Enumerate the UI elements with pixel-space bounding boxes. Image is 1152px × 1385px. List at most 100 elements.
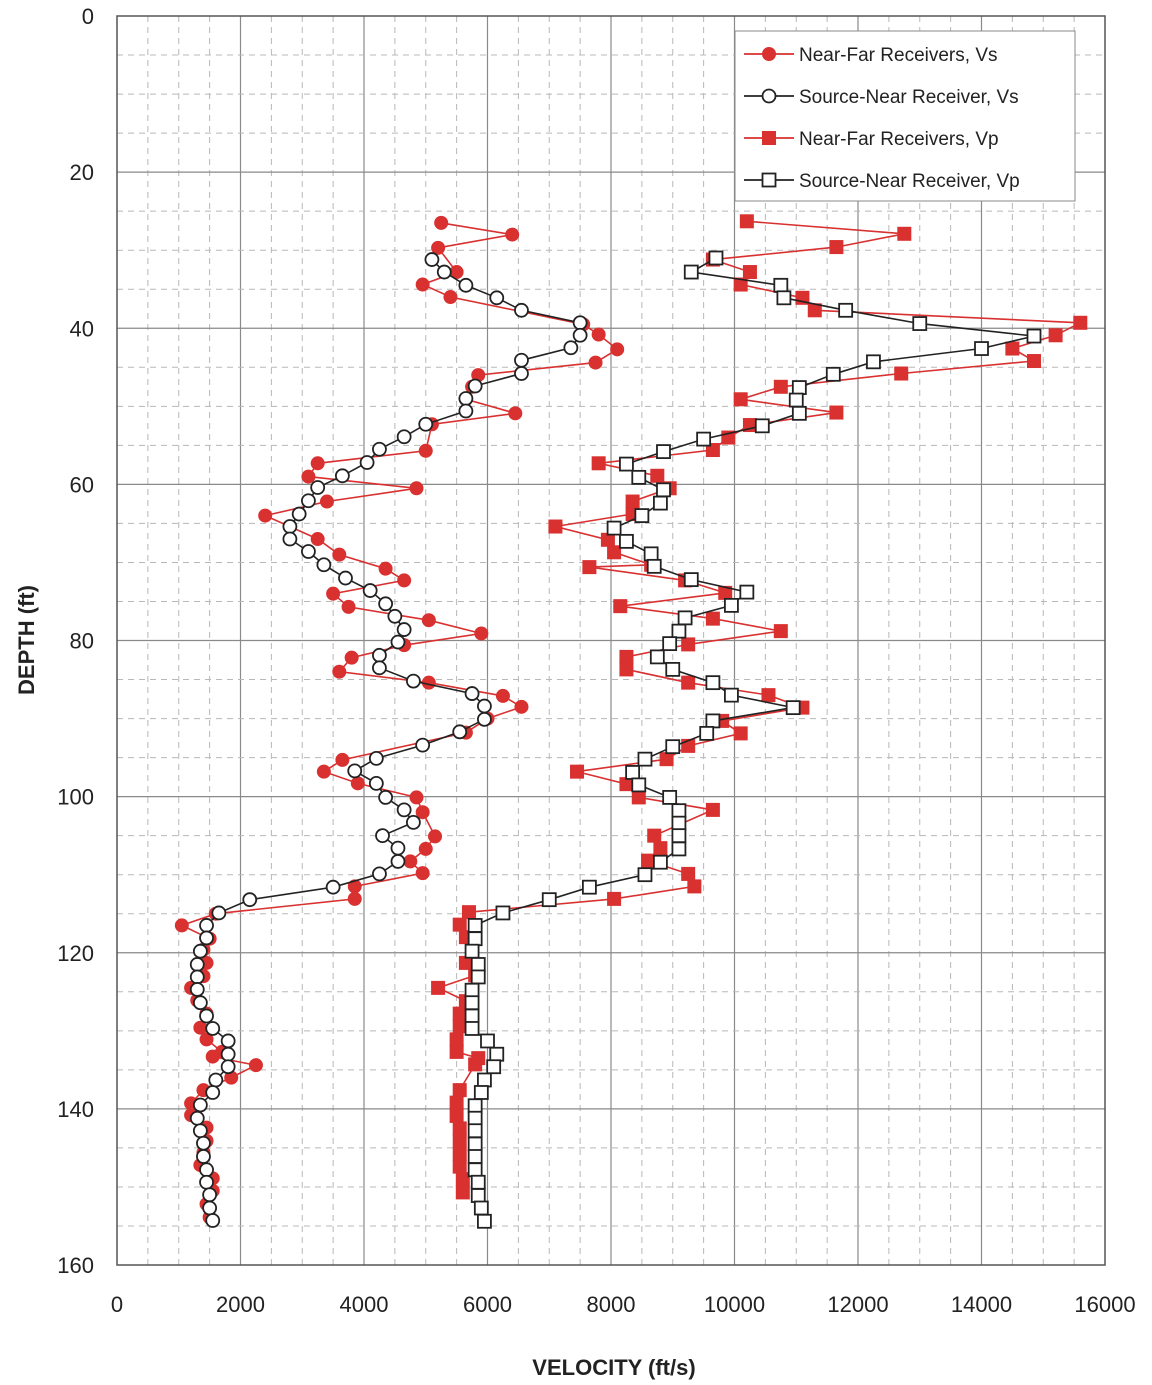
data-point: [189, 969, 205, 985]
data-point: [220, 1033, 236, 1049]
data-point: [470, 1188, 486, 1203]
data-point: [211, 905, 227, 921]
data-point: [467, 1162, 483, 1178]
data-point: [415, 805, 430, 820]
data-point: [650, 468, 665, 483]
data-point: [572, 315, 588, 331]
y-tick-label: 20: [70, 160, 94, 185]
x-tick-labels: 0 2000 4000 6000 8000 10000 12000 14000 16000: [111, 1292, 1136, 1317]
data-point: [1048, 328, 1063, 343]
data-point: [1073, 315, 1088, 330]
data-point: [653, 854, 668, 870]
data-point: [452, 1133, 467, 1148]
x-tick-label: 0: [111, 1292, 123, 1317]
data-point: [582, 560, 597, 575]
data-point: [647, 828, 662, 843]
y-axis-label: DEPTH (ft): [14, 585, 39, 695]
data-point: [631, 777, 647, 793]
data-point: [347, 763, 363, 779]
data-point: [733, 726, 748, 741]
series-2: [189, 252, 588, 1228]
data-point: [477, 1072, 492, 1088]
data-point: [378, 790, 394, 805]
data-point: [452, 1147, 467, 1162]
data-point: [205, 1049, 220, 1064]
data-point: [390, 840, 406, 856]
data-point: [662, 790, 678, 805]
data-point: [196, 1135, 211, 1151]
data-point: [733, 392, 748, 407]
data-point: [199, 918, 214, 933]
data-point: [199, 1174, 214, 1190]
legend-marker: [762, 47, 776, 61]
data-point: [332, 664, 347, 679]
data-point: [467, 1149, 483, 1164]
data-point: [791, 405, 807, 421]
legend-marker: [761, 88, 777, 104]
data-point: [428, 829, 443, 844]
data-point: [350, 776, 365, 791]
data-point: [405, 673, 421, 689]
data-point: [699, 725, 715, 741]
series-line: [179, 222, 619, 1218]
data-point: [301, 469, 316, 484]
data-point: [480, 1033, 495, 1049]
data-point: [619, 456, 634, 472]
data-point: [607, 891, 622, 906]
data-point: [461, 905, 476, 920]
data-point: [192, 995, 208, 1011]
data-point: [199, 1008, 214, 1024]
data-point: [405, 814, 421, 830]
data-point: [368, 750, 384, 766]
data-point: [662, 636, 678, 652]
data-point: [649, 649, 665, 665]
data-point: [641, 853, 656, 868]
data-point: [477, 698, 492, 714]
data-point: [199, 1032, 214, 1047]
grid: [117, 16, 1105, 1265]
data-point: [334, 468, 350, 484]
data-point: [455, 1185, 470, 1200]
data-point: [431, 240, 446, 255]
data-point: [452, 1083, 467, 1098]
legend-box: [734, 30, 1076, 202]
data-point: [788, 392, 804, 408]
legend-label: Source-Near Receiver, Vs: [799, 87, 1019, 108]
data-point: [390, 854, 406, 869]
data-point: [390, 634, 406, 650]
data-point: [202, 1200, 218, 1216]
data-point: [708, 250, 724, 266]
data-point: [634, 508, 650, 524]
data-point: [196, 1149, 211, 1164]
data-point: [631, 790, 646, 805]
data-point: [464, 686, 480, 701]
data-point: [220, 1046, 236, 1062]
data-point: [687, 879, 702, 894]
data-point: [449, 1108, 464, 1123]
data-point: [372, 647, 387, 663]
data-point: [733, 277, 748, 292]
data-point: [174, 918, 189, 933]
data-point: [773, 624, 788, 639]
x-axis-label: VELOCITY (ft/s): [532, 1355, 695, 1380]
data-point: [199, 1162, 214, 1178]
data-point: [829, 405, 844, 420]
y-tick-label: 120: [57, 941, 94, 966]
y-tick-label: 100: [57, 785, 94, 810]
data-point: [643, 546, 659, 562]
data-point: [671, 803, 687, 819]
data-point: [220, 1059, 236, 1075]
data-point: [421, 613, 436, 628]
data-point: [581, 879, 597, 895]
data-point: [653, 841, 668, 856]
data-point: [464, 943, 480, 959]
data-point: [449, 1044, 464, 1059]
data-point: [563, 340, 579, 356]
data-point: [671, 623, 687, 639]
data-point: [468, 1057, 483, 1072]
data-point: [742, 265, 757, 280]
x-tick-label: 6000: [463, 1292, 512, 1317]
y-tick-label: 60: [70, 472, 94, 497]
data-point: [671, 841, 687, 857]
data-point: [474, 626, 489, 641]
